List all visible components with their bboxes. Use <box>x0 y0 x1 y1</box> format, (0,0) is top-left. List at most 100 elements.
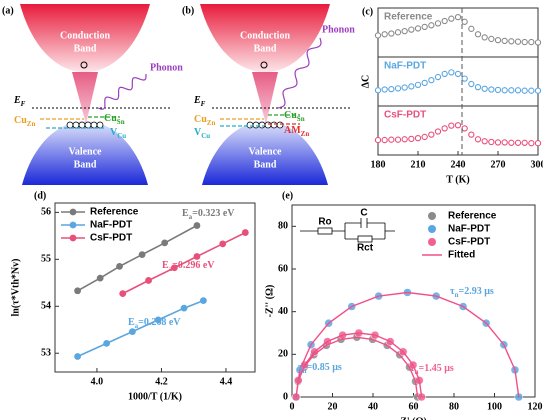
legend-marker <box>69 221 77 229</box>
data-point <box>461 125 468 132</box>
legend-marker <box>428 225 436 233</box>
data-point <box>468 25 475 32</box>
label-sub: n <box>455 291 459 299</box>
data-point <box>488 138 495 146</box>
resistor <box>317 227 333 235</box>
x-tick-label: 40 <box>368 401 378 412</box>
data-point <box>414 81 422 88</box>
y-axis-label: -Z'' (Ω) <box>264 285 275 318</box>
label-rest: =0.85 μs <box>307 362 342 373</box>
data-point <box>401 136 408 143</box>
data-point <box>414 134 422 142</box>
data-point <box>448 15 455 22</box>
hole <box>90 121 98 129</box>
label-main: AM <box>284 125 301 136</box>
y-tick-label: 60 <box>278 263 288 274</box>
x-axis-label: 1000/T (1/K) <box>128 391 182 402</box>
fermi-label: EF <box>193 95 206 107</box>
data-point <box>534 87 542 94</box>
circuit-label: Rct <box>357 243 374 254</box>
band-label: Valence <box>69 146 103 157</box>
defect-label: AMZn <box>284 125 309 137</box>
data-point <box>441 70 448 78</box>
hole <box>66 121 74 129</box>
band-label: Conduction <box>60 30 110 41</box>
circuit-label: C <box>360 208 367 219</box>
label-main: τ <box>450 286 455 297</box>
valence-band <box>202 121 328 185</box>
data-point <box>514 38 522 45</box>
data-point <box>441 17 448 25</box>
data-point <box>468 80 475 88</box>
y-tick-label: 0 <box>283 391 288 402</box>
valence-band <box>22 121 148 185</box>
data-point <box>468 131 475 138</box>
circuit <box>300 218 395 243</box>
data-point <box>501 37 508 45</box>
data-point <box>448 69 455 76</box>
data-point <box>193 222 201 229</box>
x-tick-label: 300 <box>531 159 543 170</box>
data-point <box>481 85 488 92</box>
label-rest: =0.296 eV <box>172 260 215 271</box>
defect-label: VCu <box>110 127 126 139</box>
y-tick-label: 56 <box>41 207 51 218</box>
label-main: E <box>162 260 169 271</box>
x-tick-label: 80 <box>449 401 459 412</box>
hole <box>276 121 284 129</box>
data-point <box>521 38 528 46</box>
hole <box>258 121 266 129</box>
panel-label: (c) <box>362 6 373 17</box>
data-point <box>241 229 249 236</box>
annotation: Ea=0.323 eV <box>182 208 235 220</box>
label-main: Cu <box>104 113 117 124</box>
data-point <box>501 87 508 94</box>
circuit-label: Ro <box>318 217 331 228</box>
defect-label: CuZn <box>14 115 35 127</box>
data-point <box>521 139 528 146</box>
fitted-line <box>295 291 520 398</box>
hole <box>84 121 92 129</box>
panel-label: (e) <box>282 190 293 201</box>
label-sub: Zn <box>301 130 310 138</box>
data-point <box>408 83 415 90</box>
series-label: Reference <box>384 12 433 23</box>
data-point <box>374 136 382 144</box>
y-tick-label: 53 <box>41 348 51 359</box>
data-point <box>474 136 482 143</box>
resistor <box>357 235 373 243</box>
data-point <box>494 86 502 94</box>
label-main: τ <box>298 362 303 373</box>
data-point <box>454 122 462 129</box>
electron <box>80 61 88 69</box>
data-point <box>381 86 388 93</box>
data-point <box>394 85 402 92</box>
data-point <box>461 18 468 25</box>
legend-marker <box>428 212 436 220</box>
fit-line <box>122 231 246 295</box>
legend-label: Reference <box>448 211 497 222</box>
data-point <box>129 328 136 336</box>
defect-label: CuSn <box>284 110 305 122</box>
data-point <box>494 36 502 44</box>
legend-label: CsF-PDT <box>448 237 490 248</box>
label-main: E <box>193 95 201 106</box>
band-label: Band <box>254 159 277 170</box>
data-point <box>401 84 408 91</box>
data-point <box>474 31 482 38</box>
label-main: E <box>13 95 21 106</box>
data-point <box>421 23 428 31</box>
data-point <box>374 87 382 94</box>
data-point <box>494 139 502 146</box>
electron <box>260 61 268 69</box>
panel-label: (d) <box>34 190 46 201</box>
legend-label: NaF-PDT <box>90 220 132 231</box>
data-point <box>488 86 495 93</box>
label-sub: Sn <box>117 118 125 126</box>
y-tick-label: 20 <box>278 349 288 360</box>
data-point <box>428 22 435 29</box>
transition-arrow <box>252 72 278 124</box>
data-point <box>508 139 515 146</box>
data-point <box>138 251 146 259</box>
data-point <box>161 239 169 247</box>
